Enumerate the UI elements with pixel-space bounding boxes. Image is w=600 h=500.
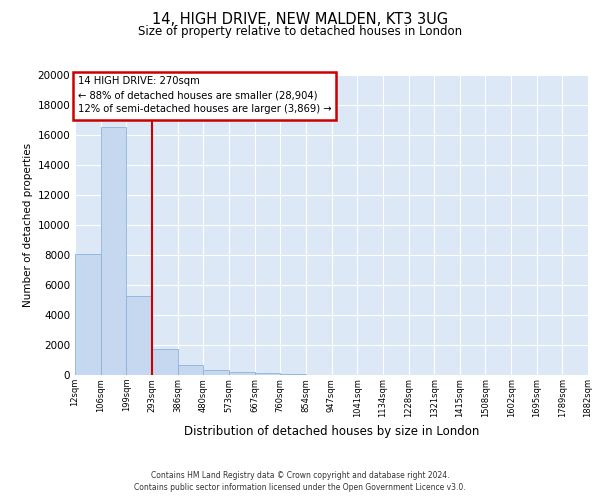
Bar	[127, 296, 152, 375]
Bar	[280, 374, 306, 375]
Text: 14, HIGH DRIVE, NEW MALDEN, KT3 3UG: 14, HIGH DRIVE, NEW MALDEN, KT3 3UG	[152, 12, 448, 28]
Bar	[254, 373, 280, 375]
Bar	[75, 254, 101, 375]
Y-axis label: Number of detached properties: Number of detached properties	[23, 143, 33, 307]
Text: Size of property relative to detached houses in London: Size of property relative to detached ho…	[138, 25, 462, 38]
Bar	[152, 349, 178, 375]
X-axis label: Distribution of detached houses by size in London: Distribution of detached houses by size …	[184, 425, 479, 438]
Text: Contains HM Land Registry data © Crown copyright and database right 2024.
Contai: Contains HM Land Registry data © Crown c…	[134, 471, 466, 492]
Text: 14 HIGH DRIVE: 270sqm
← 88% of detached houses are smaller (28,904)
12% of semi-: 14 HIGH DRIVE: 270sqm ← 88% of detached …	[77, 76, 331, 114]
Bar	[203, 370, 229, 375]
Bar	[178, 364, 203, 375]
Bar	[101, 128, 127, 375]
Bar	[229, 372, 254, 375]
